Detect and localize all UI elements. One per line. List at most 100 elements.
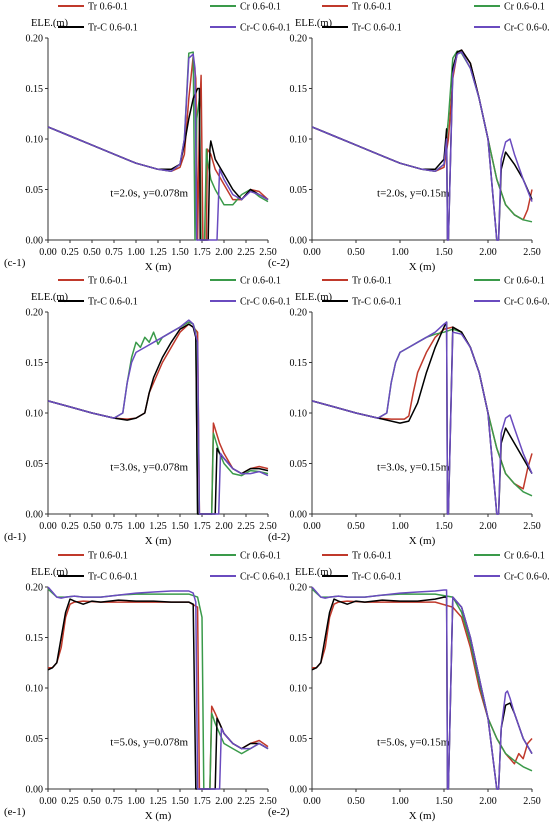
legend-entry: Tr 0.6-0.1	[88, 2, 128, 13]
x-tick-label: 2.25	[237, 521, 255, 532]
y-tick-label: 0.00	[26, 236, 44, 247]
legend-entry: Tr 0.6-0.1	[352, 551, 392, 562]
x-axis-label: X (m)	[145, 535, 172, 547]
y-axis-label: ELE.(m)	[295, 18, 333, 29]
chart-panel-e-2: 0.00 0.05 0.10 0.15 0.20 0.00 0.50 1.00 1.50 2.00…	[268, 551, 550, 823]
legend-entry: Cr-C 0.6-0.1	[240, 297, 291, 308]
x-tick-label: 1.50	[435, 796, 453, 807]
legend-entry: Tr 0.6-0.1	[352, 2, 392, 13]
x-tick-label: 1.00	[127, 521, 145, 532]
x-tick-label: 1.25	[149, 247, 167, 258]
x-tick-label: 0.50	[347, 521, 365, 532]
y-tick-label: 0.15	[290, 633, 308, 644]
y-tick-label: 0.15	[290, 358, 308, 369]
x-tick-label: 0.00	[39, 796, 57, 807]
x-axis-label: X (m)	[409, 810, 436, 822]
x-tick-label: 2.25	[237, 796, 255, 807]
y-tick-label: 0.00	[26, 785, 44, 796]
y-axis-label: ELE.(m)	[31, 292, 69, 303]
y-axis-label: ELE.(m)	[31, 567, 69, 578]
y-tick-label: 0.05	[290, 734, 308, 745]
x-tick-label: 2.50	[259, 247, 277, 258]
x-tick-label: 0.00	[39, 247, 57, 258]
series-line-cr	[47, 588, 269, 790]
x-tick-label: 0.00	[303, 521, 321, 532]
chart-panel-c-2: 0.00 0.05 0.10 0.15 0.20 0.00 0.50 1.00 1.50 2.00…	[268, 2, 550, 274]
legend-entry: Tr-C 0.6-0.1	[352, 23, 402, 34]
x-tick-label: 0.25	[61, 521, 79, 532]
legend-entry: Cr 0.6-0.1	[240, 551, 281, 562]
x-tick-label: 2.25	[237, 247, 255, 258]
legend-entry: Tr-C 0.6-0.1	[88, 572, 138, 583]
series-line-crc	[47, 586, 269, 790]
chart-panel-d-1: 0.00 0.05 0.10 0.15 0.20 0.00 0.25 0.50 0.75 1.00…	[4, 276, 291, 548]
x-tick-label: 0.50	[347, 247, 365, 258]
series-line-crc	[311, 586, 533, 790]
legend-entry: Tr 0.6-0.1	[88, 276, 128, 287]
panel-label: (e-2)	[268, 806, 290, 818]
x-tick-label: 2.00	[479, 247, 497, 258]
x-tick-label: 1.50	[435, 247, 453, 258]
x-tick-label: 0.00	[303, 247, 321, 258]
y-axis-label: ELE.(m)	[295, 292, 333, 303]
x-tick-label: 2.00	[215, 796, 233, 807]
y-axis-label: ELE.(m)	[295, 567, 333, 578]
legend-entry: Cr 0.6-0.1	[504, 276, 545, 287]
panel-label: (c-1)	[4, 257, 26, 269]
x-tick-label: 1.00	[127, 247, 145, 258]
x-tick-label: 1.25	[149, 521, 167, 532]
series-line-cr	[47, 51, 269, 241]
x-axis-label: X (m)	[145, 261, 172, 273]
x-tick-label: 0.25	[61, 247, 79, 258]
legend-entry: Cr 0.6-0.1	[240, 2, 281, 13]
legend-entry: Cr-C 0.6-0.1	[504, 23, 550, 34]
legend-entry: Cr 0.6-0.1	[504, 2, 545, 13]
panel-label: (d-1)	[4, 531, 26, 543]
x-tick-label: 0.50	[83, 247, 101, 258]
condition-annotation: t=5.0s, y=0.15m	[377, 737, 450, 749]
x-tick-label: 0.00	[39, 521, 57, 532]
series-line-trc	[47, 598, 269, 790]
y-tick-label: 0.20	[26, 34, 44, 45]
legend-entry: Tr 0.6-0.1	[88, 551, 128, 562]
x-tick-label: 1.50	[171, 521, 189, 532]
y-tick-label: 0.00	[26, 510, 44, 521]
x-tick-label: 1.00	[391, 796, 409, 807]
x-axis-label: X (m)	[409, 261, 436, 273]
x-tick-label: 2.50	[523, 247, 541, 258]
x-tick-label: 2.00	[479, 521, 497, 532]
y-tick-label: 0.15	[26, 633, 44, 644]
x-tick-label: 2.50	[523, 796, 541, 807]
legend-entry: Tr-C 0.6-0.1	[88, 297, 138, 308]
chart-panel-c-1: 0.00 0.05 0.10 0.15 0.20 0.00 0.25 0.50 0.75 1.00…	[4, 2, 291, 274]
y-tick-label: 0.05	[26, 734, 44, 745]
legend-entry: Tr 0.6-0.1	[352, 276, 392, 287]
x-axis-label: X (m)	[145, 810, 172, 822]
y-tick-label: 0.15	[26, 84, 44, 95]
series-line-crc	[47, 53, 269, 241]
x-tick-label: 0.75	[105, 521, 123, 532]
x-tick-label: 0.75	[105, 247, 123, 258]
series-line-trc	[47, 323, 269, 515]
y-tick-label: 0.10	[26, 135, 44, 146]
legend-entry: Cr-C 0.6-0.1	[240, 572, 291, 583]
series-line-cr	[47, 321, 269, 515]
x-tick-label: 0.50	[347, 796, 365, 807]
series-line-tr	[47, 323, 269, 515]
series-line-tr	[47, 55, 269, 241]
legend-entry: Tr-C 0.6-0.1	[352, 572, 402, 583]
condition-annotation: t=3.0s, y=0.078m	[110, 462, 188, 474]
y-tick-label: 0.05	[290, 459, 308, 470]
x-tick-label: 0.25	[61, 796, 79, 807]
x-tick-label: 1.00	[391, 247, 409, 258]
y-tick-label: 0.20	[290, 583, 308, 594]
y-tick-label: 0.00	[290, 785, 308, 796]
series-line-crc	[311, 51, 533, 241]
y-tick-label: 0.20	[26, 583, 44, 594]
condition-annotation: t=5.0s, y=0.078m	[110, 737, 188, 749]
panel-label: (c-2)	[268, 257, 290, 269]
y-tick-label: 0.00	[290, 236, 308, 247]
x-tick-label: 1.00	[127, 796, 145, 807]
condition-annotation: t=3.0s, y=0.15m	[377, 462, 450, 474]
